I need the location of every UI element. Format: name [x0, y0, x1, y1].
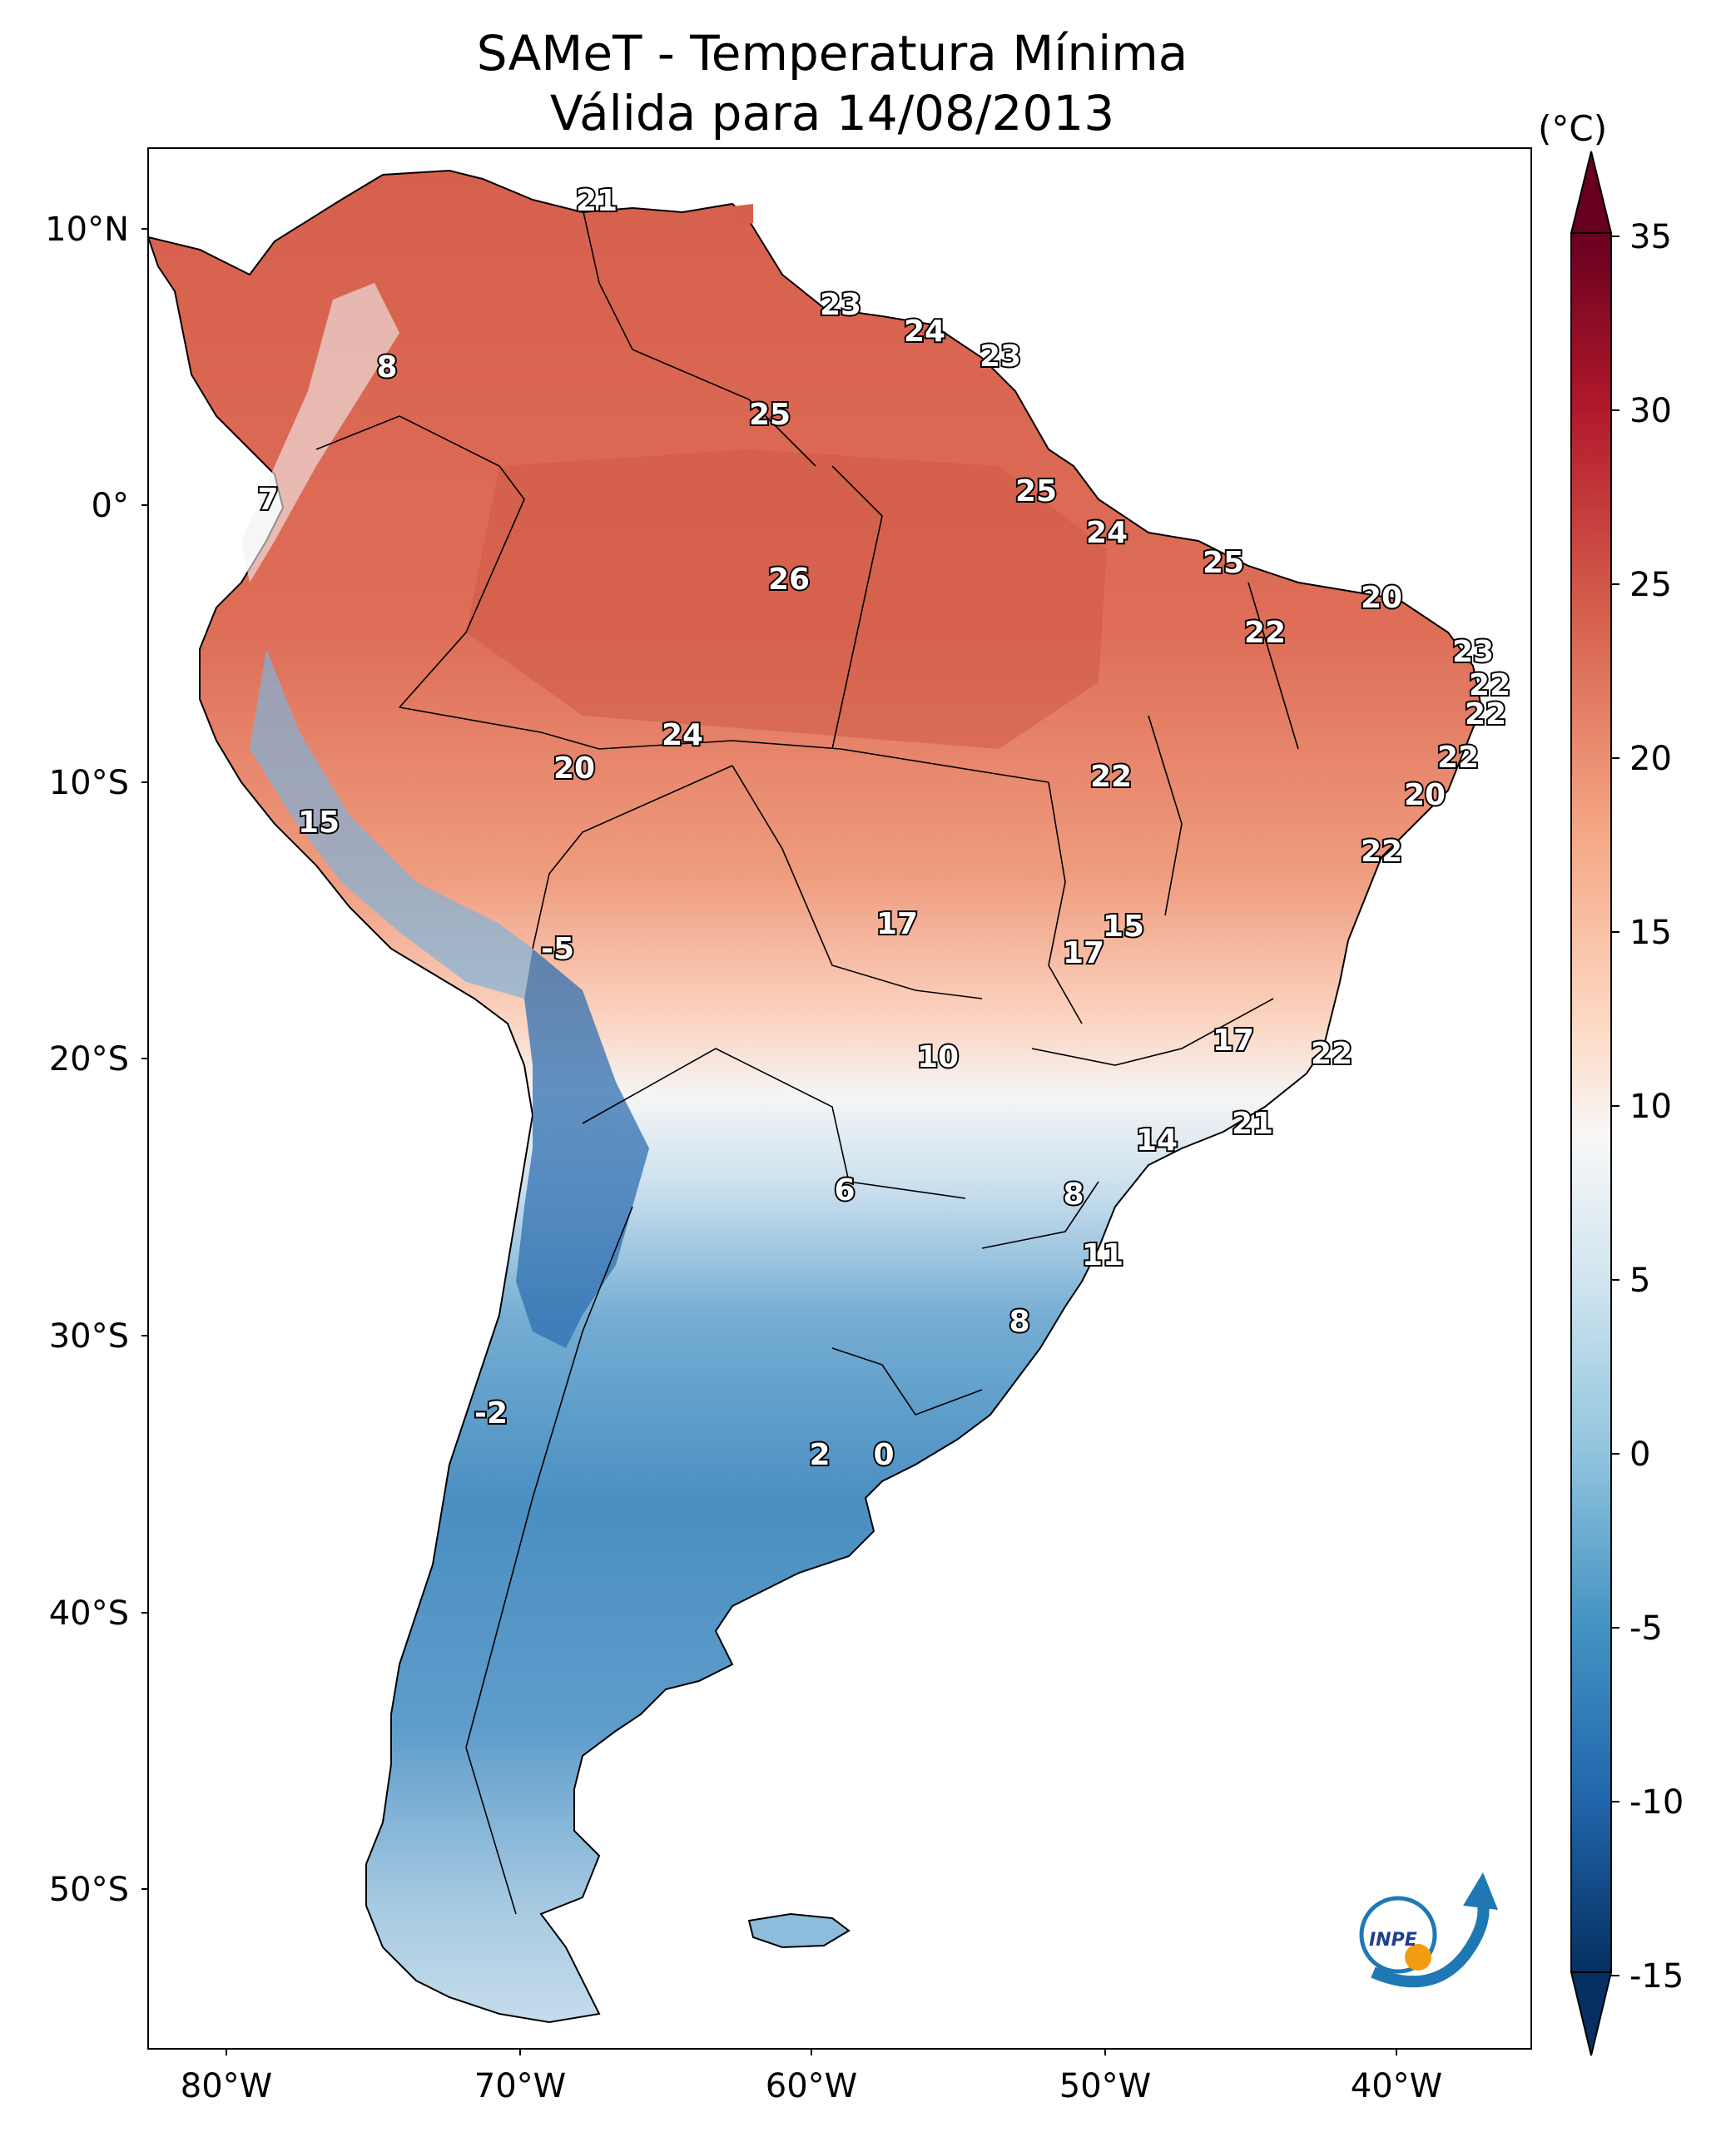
- temperature-label: 21: [1232, 1107, 1273, 1141]
- colorbar-tick-label: 20: [1629, 740, 1672, 778]
- colorbar: 35 30 25 20 15 10 5 0 -5 -10 -15: [1570, 151, 1684, 2056]
- colorbar-tick-label: 5: [1629, 1262, 1650, 1300]
- temperature-label: 23: [980, 340, 1021, 374]
- colorbar-tick-label: -15: [1629, 1957, 1684, 1996]
- temperature-label: 22: [1361, 835, 1402, 869]
- colorbar-tick-label: 30: [1629, 392, 1672, 430]
- temperature-label: 0: [873, 1438, 894, 1472]
- logo-globe: [1359, 1896, 1437, 1974]
- temperature-label: 10: [917, 1040, 959, 1074]
- temperature-label: 20: [1404, 778, 1446, 812]
- lat-tick-label: 30°S: [49, 1317, 129, 1356]
- temperature-label: 25: [1015, 474, 1057, 508]
- colorbar-ticks: 35 30 25 20 15 10 5 0 -5 -10 -15: [1611, 218, 1684, 1996]
- lon-tick-label: 70°W: [474, 2067, 566, 2105]
- colorbar-tick-label: 0: [1629, 1435, 1650, 1474]
- lat-tick-label: 50°S: [49, 1871, 129, 1909]
- andes-peru-band: [250, 649, 533, 999]
- lat-tick-label: 10°N: [45, 211, 129, 249]
- temperature-label: 23: [820, 288, 861, 322]
- temperature-label: -2: [474, 1396, 508, 1431]
- temperature-label: 20: [553, 751, 595, 786]
- colorbar-tick-label: 15: [1629, 914, 1672, 952]
- map-title: SAMeT - Temperatura Mínima Válida para 1…: [0, 23, 1664, 143]
- temperature-label: 24: [1086, 516, 1128, 550]
- colorbar-body: [1570, 232, 1612, 1973]
- temperature-label: 11: [1082, 1238, 1123, 1272]
- title-line-1: SAMeT - Temperatura Mínima: [476, 25, 1188, 82]
- country-borders: [315, 207, 1299, 1915]
- temperature-label: 14: [1136, 1123, 1178, 1158]
- colorbar-tick-label: 10: [1629, 1088, 1672, 1126]
- logo-sun: [1405, 1944, 1431, 1971]
- lat-tick-label: 20°S: [49, 1040, 129, 1078]
- colorbar-bottom-arrow: [1570, 1971, 1613, 2056]
- temperature-label: 17: [876, 907, 918, 941]
- logo-arrow-head: [1463, 1872, 1498, 1910]
- colorbar-tick-label: 35: [1629, 218, 1672, 256]
- temperature-label: 22: [1244, 616, 1286, 650]
- temperature-label: -5: [541, 932, 574, 966]
- amazon-warm-core: [466, 449, 1107, 749]
- colorbar-tick-label: -10: [1629, 1783, 1684, 1822]
- caribbean-island: [732, 204, 753, 226]
- inpe-logo: INPE: [1359, 1872, 1498, 1988]
- temperature-label: 22: [1469, 668, 1510, 702]
- logo-arrow-arc: [1371, 1895, 1490, 1988]
- lon-tick-label: 50°W: [1059, 2067, 1151, 2105]
- temperature-label: 22: [1311, 1037, 1352, 1071]
- temperature-label: 24: [662, 718, 703, 752]
- temperature-label: 25: [749, 398, 791, 432]
- lon-tick-label: 60°W: [766, 2067, 857, 2105]
- temperature-label: 22: [1090, 760, 1132, 794]
- temperature-label: 15: [1103, 910, 1144, 944]
- colorbar-tick-label: 25: [1629, 566, 1672, 604]
- temperature-label: 7: [257, 483, 278, 517]
- temperature-label: 8: [1063, 1178, 1084, 1212]
- lon-tick-label: 40°W: [1351, 2067, 1442, 2105]
- colorbar-top-arrow: [1570, 151, 1613, 234]
- temperature-label: 17: [1063, 936, 1104, 970]
- temperature-label: 26: [768, 563, 810, 597]
- temperature-label: 15: [298, 806, 340, 840]
- temperature-label: 24: [904, 315, 945, 349]
- falkland-islands: [747, 1912, 851, 1949]
- title-line-2: Válida para 14/08/2013: [549, 85, 1115, 141]
- lat-tick-label: 0°: [92, 487, 129, 525]
- temperature-label: 23: [1452, 635, 1494, 669]
- lon-tick-label: 80°W: [181, 2067, 272, 2105]
- temperature-label: 17: [1213, 1024, 1254, 1058]
- lat-tick-label: 10°S: [49, 764, 129, 802]
- temperature-label: 22: [1465, 697, 1506, 731]
- temperature-label: 25: [1203, 546, 1244, 580]
- colorbar-tick-label: -5: [1629, 1609, 1663, 1648]
- logo-text: INPE: [1369, 1930, 1417, 1951]
- temperature-label: 2: [809, 1438, 830, 1472]
- temperature-label: 22: [1437, 741, 1479, 775]
- lat-tick-label: 40°S: [49, 1594, 129, 1633]
- longitude-axis: 80°W 70°W 60°W 50°W 40°W: [181, 2049, 1442, 2105]
- temperature-label: 6: [834, 1173, 855, 1207]
- andes-colombia-band: [241, 283, 399, 583]
- temperature-label: 8: [1009, 1305, 1029, 1339]
- temperature-label: 21: [576, 184, 618, 218]
- colorbar-unit: (°C): [1538, 108, 1608, 149]
- temperature-label: 20: [1361, 581, 1402, 615]
- temperature-label: 8: [376, 350, 397, 384]
- latitude-axis: 10°N 0° 10°S 20°S 30°S 40°S 50°S: [45, 211, 148, 1909]
